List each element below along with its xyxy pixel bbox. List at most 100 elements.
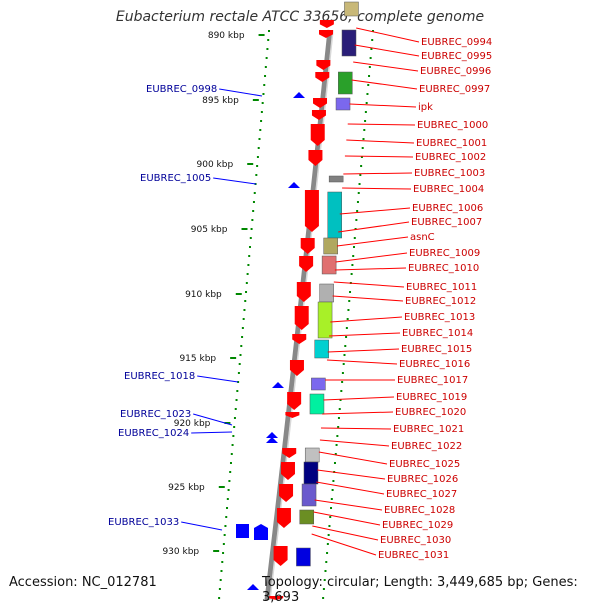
forward-gene-arrow	[279, 484, 294, 502]
forward-gene-label: EUBREC_1028	[384, 505, 455, 516]
scale-dot	[226, 507, 229, 509]
guide-dot	[330, 507, 333, 509]
gene-annotation-box	[296, 547, 311, 567]
reverse-gene-arrow	[247, 584, 259, 590]
forward-gene-arrow	[269, 596, 284, 600]
guide-dot	[322, 588, 325, 590]
guide-dot	[360, 156, 363, 158]
gene-annotation-box	[301, 483, 317, 507]
scale-dot	[227, 489, 230, 491]
scale-dot	[224, 525, 227, 527]
scale-dot	[259, 129, 262, 131]
forward-gene-leader	[347, 123, 416, 126]
scale-tick-label: 890 kbp	[208, 31, 245, 41]
gene-annotation-box	[341, 29, 357, 57]
forward-gene-leader	[329, 332, 401, 337]
guide-dot	[363, 129, 366, 131]
guide-dot	[323, 579, 326, 581]
guide-dot	[362, 138, 365, 140]
gene-annotation-box	[303, 461, 319, 485]
forward-gene-arrow	[285, 412, 300, 418]
reverse-gene-arrow	[293, 92, 305, 98]
reverse-gene-label: EUBREC_1005	[140, 173, 211, 184]
forward-gene-arrow	[316, 60, 331, 70]
gene-annotation-box	[309, 393, 325, 415]
scale-tick-label: 930 kbp	[162, 547, 199, 557]
guide-dot	[322, 597, 325, 599]
forward-gene-leader	[356, 27, 420, 43]
forward-gene-arrow	[273, 546, 288, 566]
scale-dot	[242, 318, 245, 320]
guide-dot	[370, 48, 373, 50]
scale-tick-label: 920 kbp	[174, 419, 211, 429]
scale-dot	[218, 588, 221, 590]
guide-dot	[325, 561, 328, 563]
forward-gene-leader	[330, 316, 403, 323]
scale-dot	[261, 102, 264, 104]
scale-dot	[222, 552, 225, 554]
scale-dot	[243, 309, 246, 311]
reverse-gene-arrow	[254, 524, 268, 540]
forward-gene-leader	[344, 155, 414, 158]
forward-gene-leader	[316, 481, 385, 495]
forward-gene-leader	[349, 103, 417, 108]
scale-dot	[263, 84, 266, 86]
scale-dot	[218, 597, 221, 599]
scale-dot	[233, 417, 236, 419]
forward-gene-label: EUBREC_1003	[414, 168, 485, 179]
genome-summary-text: Topology: circular; Length: 3,449,685 bp…	[262, 575, 578, 605]
scale-dot	[241, 327, 244, 329]
guide-dot	[359, 174, 362, 176]
forward-gene-label: EUBREC_0995	[421, 51, 492, 62]
forward-gene-arrow	[304, 190, 319, 232]
scale-dot	[253, 192, 256, 194]
scale-dot	[252, 210, 255, 212]
reverse-gene-label: EUBREC_0998	[146, 84, 217, 95]
forward-gene-arrow	[300, 238, 315, 254]
forward-gene-arrow	[289, 360, 304, 376]
guide-dot	[352, 246, 355, 248]
gene-annotation-box	[314, 339, 329, 359]
scale-dot	[244, 300, 247, 302]
forward-gene-arrow	[319, 20, 334, 28]
scale-dot	[236, 390, 239, 392]
forward-gene-label: EUBREC_1021	[393, 424, 464, 435]
forward-gene-leader	[311, 533, 377, 556]
guide-dot	[331, 489, 334, 491]
guide-dot	[337, 426, 340, 428]
scale-dot	[229, 462, 232, 464]
scale-tick-label: 905 kbp	[191, 225, 228, 235]
reverse-gene-arrow	[266, 432, 278, 438]
forward-gene-label: EUBREC_1013	[404, 312, 475, 323]
guide-dot	[345, 327, 348, 329]
scale-dot	[229, 471, 232, 473]
guide-dot	[340, 390, 343, 392]
forward-gene-label: EUBREC_1017	[397, 375, 468, 386]
gene-annotation-box	[304, 447, 320, 463]
forward-gene-arrow	[311, 110, 326, 120]
guide-dot	[326, 552, 329, 554]
reverse-gene-leader	[191, 431, 233, 434]
forward-gene-arrow	[310, 124, 325, 146]
guide-dot	[326, 543, 329, 545]
forward-gene-label: EUBREC_1020	[395, 407, 466, 418]
scale-dot	[247, 264, 250, 266]
gene-annotation-box	[319, 283, 334, 303]
guide-dot	[367, 84, 370, 86]
scale-dot	[232, 435, 235, 437]
scale-dot	[226, 498, 229, 500]
forward-gene-label: EUBREC_1000	[417, 120, 488, 131]
forward-gene-label: asnC	[410, 232, 435, 243]
forward-gene-arrow	[313, 98, 328, 108]
guide-dot	[329, 516, 332, 518]
forward-gene-label: EUBREC_1011	[406, 282, 477, 293]
scale-dot	[240, 345, 243, 347]
forward-gene-label: EUBREC_1002	[415, 152, 486, 163]
forward-gene-arrow	[276, 508, 291, 528]
forward-gene-leader	[317, 469, 386, 480]
scale-dot	[239, 354, 242, 356]
gene-annotation-box	[321, 255, 337, 275]
forward-gene-arrow	[287, 392, 302, 410]
guide-dot	[328, 525, 331, 527]
